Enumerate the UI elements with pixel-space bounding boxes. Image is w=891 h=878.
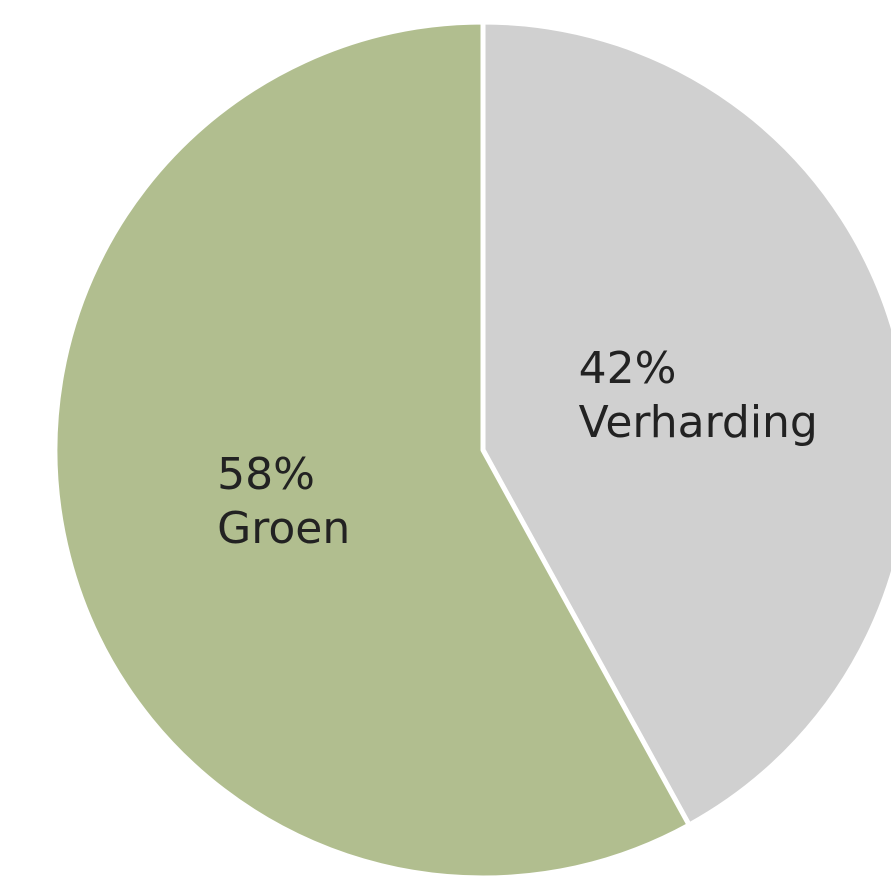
pie-slice (480, 19, 891, 828)
value-label: 58% (217, 449, 315, 500)
slice-label: 58%Groen (217, 449, 350, 554)
value-label: 42% (579, 343, 677, 394)
pie-slice (52, 19, 692, 878)
category-label: Verharding (579, 397, 818, 448)
slice-label: 42%Verharding (579, 343, 818, 448)
category-label: Groen (217, 503, 350, 554)
